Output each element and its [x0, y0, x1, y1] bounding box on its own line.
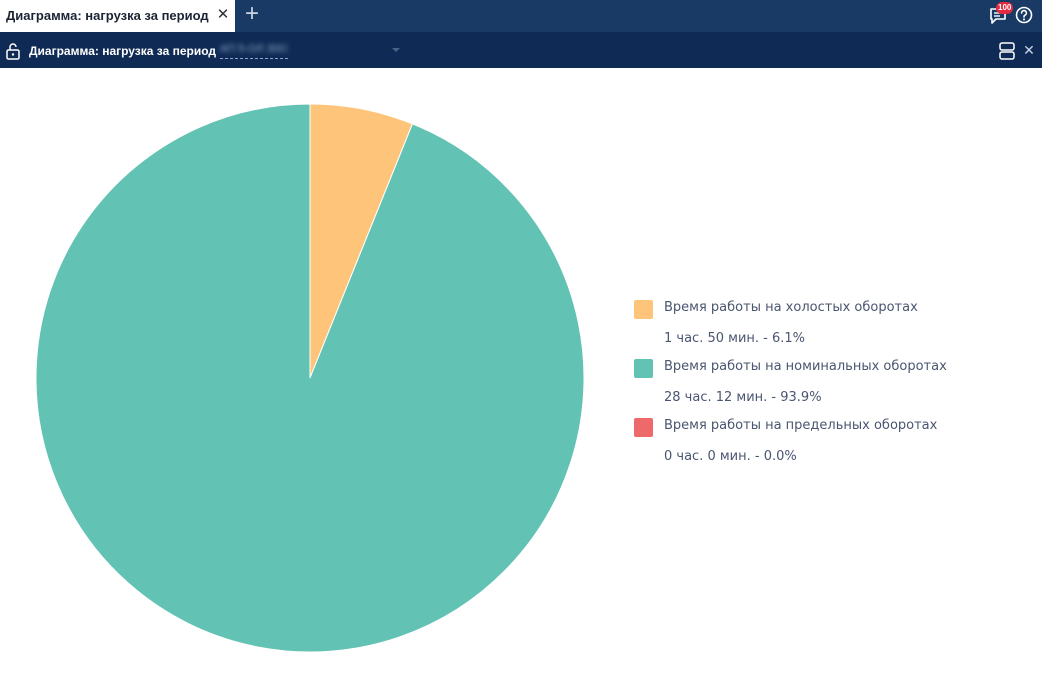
tab-bar: Диаграмма: нагрузка за период ✕ + 100: [0, 0, 1042, 32]
legend-label: Время работы на предельных оборотах: [664, 418, 938, 433]
chart-legend: Время работы на холостых оборотах 1 час.…: [634, 298, 1034, 475]
tab-diagram-load[interactable]: Диаграмма: нагрузка за период ✕: [0, 0, 235, 32]
help-icon[interactable]: [1015, 6, 1033, 24]
legend-swatch: [634, 359, 653, 378]
legend-value: 1 час. 50 мин. - 6.1%: [664, 331, 806, 346]
panel-title: Диаграмма: нагрузка за период: [29, 44, 217, 58]
legend-label: Время работы на холостых оборотах: [664, 300, 918, 315]
tab-close-icon[interactable]: ✕: [216, 6, 230, 23]
legend-item-nominal[interactable]: Время работы на номинальных оборотах 28 …: [634, 357, 1034, 416]
pie-chart: [35, 103, 585, 653]
close-panel-icon[interactable]: ✕: [1023, 42, 1035, 58]
pie-slice-1[interactable]: [35, 103, 585, 653]
chart-area: Время работы на холостых оборотах 1 час.…: [0, 68, 1042, 689]
panel-toolbar: Диаграмма: нагрузка за период АП 5-ОЛ 30…: [0, 32, 1042, 68]
object-select-value: АП 5-ОЛ 3007: [220, 43, 288, 55]
legend-label: Время работы на номинальных оборотах: [664, 359, 947, 374]
chevron-down-icon: [392, 48, 400, 52]
legend-value: 0 час. 0 мин. - 0.0%: [664, 449, 797, 464]
unlock-icon[interactable]: [5, 42, 21, 60]
object-select-underline: [220, 58, 288, 59]
legend-item-idle[interactable]: Время работы на холостых оборотах 1 час.…: [634, 298, 1034, 357]
legend-swatch: [634, 300, 653, 319]
messages-count-badge: 100: [996, 2, 1014, 14]
legend-value: 28 час. 12 мин. - 93.9%: [664, 390, 822, 405]
add-tab-icon[interactable]: +: [244, 0, 259, 27]
object-select[interactable]: АП 5-ОЛ 3007: [220, 43, 400, 61]
split-layout-icon[interactable]: [998, 41, 1016, 61]
tab-title: Диаграмма: нагрузка за период: [6, 8, 209, 23]
legend-swatch: [634, 418, 653, 437]
legend-item-limit[interactable]: Время работы на предельных оборотах 0 ча…: [634, 416, 1034, 475]
